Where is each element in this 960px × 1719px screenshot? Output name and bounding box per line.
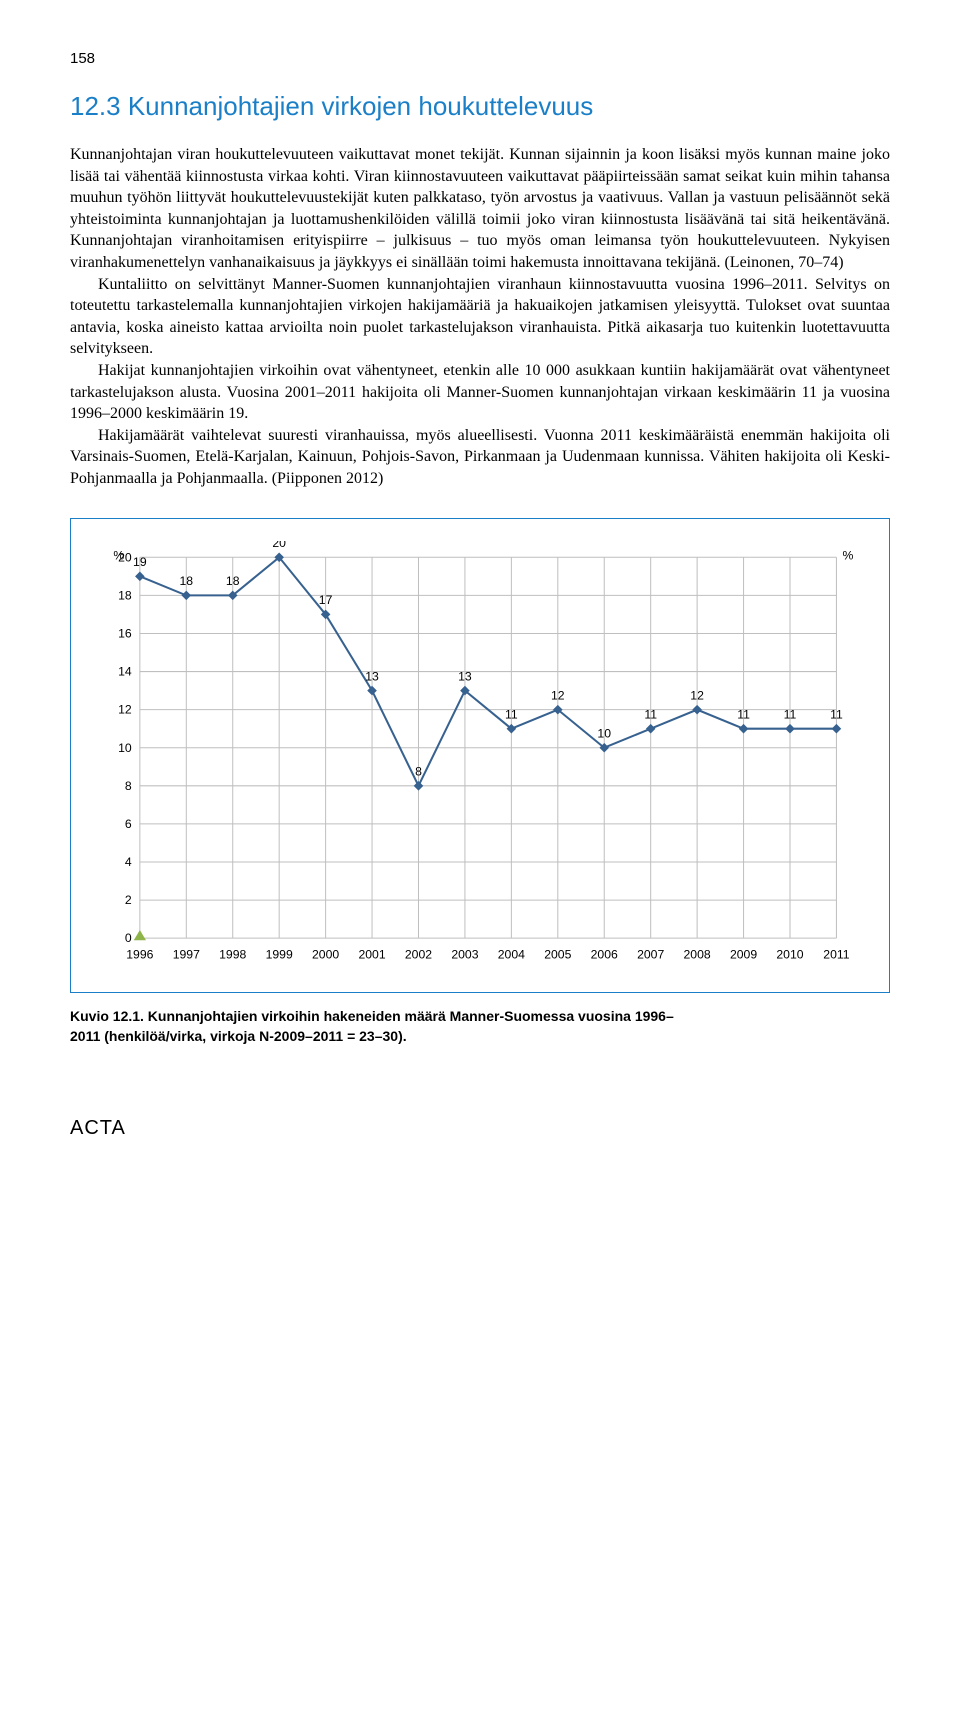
svg-text:10: 10 — [597, 726, 611, 740]
svg-text:2005: 2005 — [544, 947, 571, 961]
svg-text:16: 16 — [118, 626, 132, 640]
svg-text:2: 2 — [125, 893, 132, 907]
svg-text:18: 18 — [180, 574, 194, 588]
svg-text:18: 18 — [118, 588, 132, 602]
svg-text:18: 18 — [226, 574, 240, 588]
line-chart: 0 2 4 6 8 10 12 14 16 18 20%% 1996 1997 1998 1999 2000 2… — [93, 541, 867, 979]
svg-text:11: 11 — [737, 707, 750, 721]
svg-text:0: 0 — [125, 931, 132, 945]
svg-text:4: 4 — [125, 855, 132, 869]
paragraph-2: Kuntaliitto on selvittänyt Manner-Suomen… — [70, 274, 890, 360]
svg-text:1996: 1996 — [126, 947, 153, 961]
svg-text:2007: 2007 — [637, 947, 664, 961]
svg-text:2004: 2004 — [498, 947, 525, 961]
svg-text:2011: 2011 — [823, 947, 849, 961]
footer-logo: ACTA — [70, 1117, 890, 1140]
paragraph-4: Hakijamäärät vaihtelevat suuresti viranh… — [70, 425, 890, 490]
svg-text:2006: 2006 — [591, 947, 618, 961]
svg-text:1999: 1999 — [266, 947, 293, 961]
svg-text:11: 11 — [505, 707, 518, 721]
body-text: Kunnanjohtajan viran houkuttelevuuteen v… — [70, 144, 890, 490]
svg-text:12: 12 — [551, 688, 565, 702]
svg-text:2001: 2001 — [358, 947, 385, 961]
svg-text:13: 13 — [365, 669, 379, 683]
svg-text:12: 12 — [690, 688, 704, 702]
svg-text:12: 12 — [118, 702, 132, 716]
svg-text:2003: 2003 — [451, 947, 478, 961]
svg-text:%: % — [843, 548, 854, 562]
svg-text:1998: 1998 — [219, 947, 246, 961]
page-number: 158 — [70, 50, 890, 67]
caption-rest: 2011 (henkilöä/virka, virkoja N-2009–201… — [70, 1028, 407, 1044]
svg-text:6: 6 — [125, 816, 132, 830]
svg-text:19: 19 — [133, 555, 147, 569]
svg-text:8: 8 — [125, 778, 132, 792]
svg-text:17: 17 — [319, 593, 333, 607]
svg-text:10: 10 — [118, 740, 132, 754]
svg-text:8: 8 — [415, 764, 422, 778]
svg-text:14: 14 — [118, 664, 132, 678]
svg-text:2000: 2000 — [312, 947, 339, 961]
chart-container: 0 2 4 6 8 10 12 14 16 18 20%% 1996 1997 1998 1999 2000 2… — [70, 518, 890, 994]
svg-text:13: 13 — [458, 669, 472, 683]
svg-text:11: 11 — [784, 707, 797, 721]
paragraph-1: Kunnanjohtajan viran houkuttelevuuteen v… — [70, 144, 890, 274]
svg-text:%: % — [113, 548, 124, 562]
section-heading: 12.3 Kunnanjohtajien virkojen houkuttele… — [70, 91, 890, 122]
svg-text:11: 11 — [644, 707, 657, 721]
figure-caption: Kuvio 12.1. Kunnanjohtajien virkoihin ha… — [70, 1007, 890, 1046]
svg-text:1997: 1997 — [173, 947, 200, 961]
svg-text:2008: 2008 — [684, 947, 711, 961]
svg-text:20: 20 — [272, 541, 286, 550]
svg-text:2002: 2002 — [405, 947, 432, 961]
svg-text:2009: 2009 — [730, 947, 757, 961]
caption-strong: Kuvio 12.1. Kunnanjohtajien virkoihin ha… — [70, 1008, 674, 1024]
svg-text:11: 11 — [830, 707, 843, 721]
paragraph-3: Hakijat kunnanjohtajien virkoihin ovat v… — [70, 360, 890, 425]
svg-text:2010: 2010 — [776, 947, 803, 961]
